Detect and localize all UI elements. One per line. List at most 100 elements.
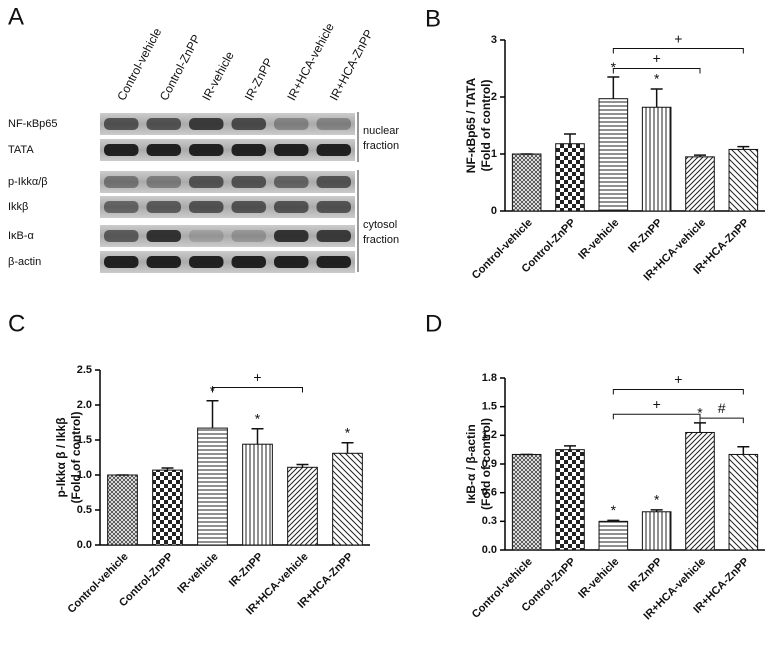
- y-tick-label: 0.0: [77, 539, 92, 551]
- blot-band: [316, 144, 351, 156]
- blot-band: [104, 201, 139, 213]
- blot-band: [274, 144, 309, 156]
- y-tick-label: 3: [491, 34, 497, 46]
- bracket-label: #: [718, 400, 726, 416]
- error-bar: [206, 400, 219, 429]
- bar: [598, 520, 629, 551]
- y-tick-label: 1.8: [482, 372, 497, 384]
- significance-star: *: [345, 425, 351, 441]
- lane-label: IR-vehicle: [199, 49, 237, 103]
- y-tick-label: 1: [491, 148, 497, 160]
- blot-band: [104, 144, 139, 156]
- x-tick-label: IR-ZnPP: [626, 556, 665, 595]
- blot-band: [146, 201, 181, 213]
- error-bar: [161, 467, 174, 471]
- blot-band: [231, 118, 266, 130]
- y-tick-label: 1.0: [77, 469, 92, 481]
- y-tick-label: 0.3: [482, 515, 497, 527]
- lane-label: Control-ZnPP: [157, 32, 203, 103]
- bracket-label: +: [253, 369, 261, 385]
- blot-band: [189, 256, 224, 268]
- blot-band: [274, 118, 309, 130]
- significance-star: *: [611, 59, 617, 75]
- bar: [242, 443, 273, 546]
- row-label: NF-κBp65: [8, 118, 58, 130]
- y-axis-label: p-Ikkα β / Ikkβ: [54, 417, 68, 497]
- panel-label: B: [425, 5, 441, 32]
- blot-band: [146, 256, 181, 268]
- y-tick-label: 0.6: [482, 487, 497, 499]
- bracket: [212, 387, 303, 393]
- lane-label: IR-ZnPP: [242, 56, 276, 103]
- y-axis-label: (Fold of control): [69, 412, 83, 504]
- bar: [511, 453, 542, 551]
- blot-band: [274, 256, 309, 268]
- blot-band: [316, 176, 351, 188]
- blot-band: [316, 201, 351, 213]
- error-bar: [564, 133, 576, 144]
- error-bar: [607, 519, 620, 522]
- y-axis-label: IκB-α / β-actin: [464, 424, 478, 503]
- error-bar: [564, 445, 576, 450]
- bar: [728, 148, 759, 212]
- bracket: [612, 48, 744, 54]
- bar: [287, 466, 318, 546]
- y-tick-label: 0.0: [482, 544, 497, 556]
- panel-label: D: [425, 310, 442, 337]
- blot-band: [146, 176, 181, 188]
- bracket-label: +: [653, 50, 661, 66]
- row-label: β-actin: [8, 256, 41, 268]
- fraction-label: fraction: [363, 140, 399, 152]
- blot-band: [231, 256, 266, 268]
- error-bar: [694, 422, 706, 433]
- blot-band: [231, 201, 266, 213]
- error-bar: [737, 446, 750, 455]
- blot-band: [316, 118, 351, 130]
- x-tick-label: IR-vehicle: [576, 217, 621, 262]
- blot-band: [189, 201, 224, 213]
- bar: [728, 453, 759, 551]
- error-bar: [607, 76, 620, 99]
- x-tick-label: IR-vehicle: [175, 551, 220, 596]
- blot-band: [274, 176, 309, 188]
- y-tick-label: 0: [491, 205, 497, 217]
- significance-star: *: [255, 411, 261, 427]
- bar: [197, 427, 228, 546]
- bar: [685, 156, 715, 212]
- blot-band: [189, 118, 224, 130]
- row-label: TATA: [8, 144, 34, 156]
- bar: [641, 511, 672, 551]
- panel-label: C: [8, 310, 25, 337]
- bar: [332, 452, 363, 546]
- error-bar: [650, 509, 663, 512]
- bracket: [612, 68, 701, 74]
- lane-label: Control-vehicle: [114, 25, 164, 103]
- row-label: Ikkβ: [8, 201, 28, 213]
- y-tick-label: 0.5: [77, 504, 92, 516]
- blot-band: [231, 144, 266, 156]
- y-tick-label: 2.5: [77, 364, 92, 376]
- blot-band: [316, 230, 351, 242]
- blot-band: [274, 230, 309, 242]
- fraction-label: cytosol: [363, 219, 397, 231]
- blot-band: [104, 230, 139, 242]
- x-tick-label: IR-vehicle: [576, 556, 621, 601]
- blot-band: [146, 144, 181, 156]
- bar: [511, 153, 542, 212]
- bar: [107, 474, 138, 546]
- y-axis-label: (Fold of control): [479, 418, 493, 510]
- x-tick-label: IR-ZnPP: [626, 217, 665, 256]
- y-tick-label: 1.5: [482, 401, 497, 413]
- bracket: [612, 388, 744, 395]
- blot-band: [189, 176, 224, 188]
- blot-band: [274, 201, 309, 213]
- significance-star: *: [697, 405, 703, 421]
- error-bar: [251, 428, 264, 445]
- error-bar: [341, 442, 354, 454]
- bar: [555, 143, 585, 212]
- bar: [152, 469, 183, 546]
- blot-band: [104, 118, 139, 130]
- panel-label: A: [8, 3, 24, 30]
- bracket: [699, 417, 744, 424]
